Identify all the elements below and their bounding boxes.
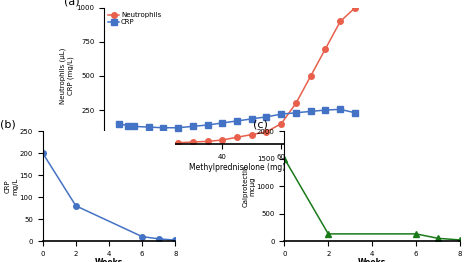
Text: (b): (b)	[0, 120, 16, 130]
Neutrophils	[205, 140, 210, 143]
Neutrophils	[323, 47, 328, 50]
Neutrophils	[116, 142, 122, 145]
Y-axis label: CRP
mg/L: CRP mg/L	[5, 177, 18, 195]
CRP	[190, 125, 196, 128]
Line: CRP: CRP	[116, 107, 358, 130]
Neutrophils	[175, 141, 181, 144]
CRP	[175, 126, 181, 129]
Neutrophils	[125, 142, 131, 145]
X-axis label: Weeks: Weeks	[95, 258, 123, 262]
CRP	[234, 119, 240, 123]
Neutrophils	[219, 138, 225, 141]
Legend: Neutrophils, CRP: Neutrophils, CRP	[108, 11, 162, 26]
CRP	[205, 123, 210, 127]
CRP	[308, 110, 314, 113]
CRP	[219, 121, 225, 124]
CRP	[131, 125, 137, 128]
Line: Neutrophils: Neutrophils	[116, 5, 358, 147]
CRP	[125, 124, 131, 127]
CRP	[337, 108, 343, 111]
CRP	[249, 117, 255, 121]
CRP	[323, 108, 328, 112]
CRP	[264, 115, 269, 118]
CRP	[278, 113, 284, 116]
Neutrophils	[264, 130, 269, 133]
Neutrophils	[249, 133, 255, 136]
CRP	[116, 122, 122, 125]
Neutrophils	[337, 20, 343, 23]
Neutrophils	[308, 74, 314, 78]
Y-axis label: Neutrophils (μL)
CRP (mg/L): Neutrophils (μL) CRP (mg/L)	[60, 48, 74, 104]
Neutrophils	[131, 142, 137, 145]
Neutrophils	[160, 141, 166, 145]
X-axis label: Weeks: Weeks	[358, 258, 386, 262]
CRP	[352, 111, 358, 114]
Text: (a): (a)	[64, 0, 80, 7]
Neutrophils	[234, 136, 240, 139]
Text: (c): (c)	[253, 120, 268, 130]
Neutrophils	[146, 142, 151, 145]
Neutrophils	[278, 122, 284, 125]
Y-axis label: Calprotectin
mcμg: Calprotectin mcμg	[242, 165, 255, 207]
CRP	[146, 125, 151, 129]
Neutrophils	[293, 102, 299, 105]
X-axis label: Methylprednisolone (mg): Methylprednisolone (mg)	[189, 163, 285, 172]
CRP	[160, 126, 166, 129]
CRP	[293, 111, 299, 114]
Neutrophils	[352, 6, 358, 9]
Neutrophils	[190, 140, 196, 144]
